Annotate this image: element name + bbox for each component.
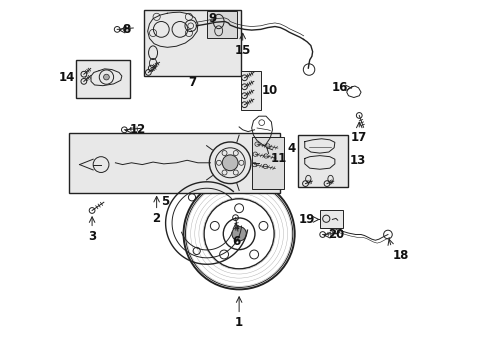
Text: 11: 11 bbox=[270, 152, 286, 165]
Text: 6: 6 bbox=[231, 234, 240, 248]
Text: 7: 7 bbox=[188, 76, 196, 89]
Circle shape bbox=[103, 74, 109, 80]
Text: 20: 20 bbox=[328, 228, 344, 241]
FancyBboxPatch shape bbox=[206, 12, 237, 39]
Circle shape bbox=[231, 226, 246, 241]
FancyBboxPatch shape bbox=[241, 71, 260, 110]
Text: 15: 15 bbox=[234, 44, 250, 58]
Text: 3: 3 bbox=[88, 230, 96, 243]
Text: 17: 17 bbox=[350, 131, 366, 144]
FancyBboxPatch shape bbox=[76, 60, 129, 98]
Text: 14: 14 bbox=[59, 71, 75, 84]
Text: 1: 1 bbox=[235, 316, 243, 329]
Text: 13: 13 bbox=[349, 154, 365, 167]
Text: 10: 10 bbox=[261, 84, 277, 97]
Text: 5: 5 bbox=[161, 195, 169, 208]
Text: 19: 19 bbox=[299, 213, 315, 226]
Text: 18: 18 bbox=[391, 249, 408, 262]
FancyBboxPatch shape bbox=[251, 137, 284, 189]
Text: 16: 16 bbox=[331, 81, 347, 94]
Text: 4: 4 bbox=[287, 142, 295, 156]
Text: 12: 12 bbox=[130, 123, 146, 136]
FancyBboxPatch shape bbox=[298, 135, 348, 187]
FancyBboxPatch shape bbox=[144, 10, 241, 76]
Text: 2: 2 bbox=[152, 212, 161, 225]
Circle shape bbox=[222, 155, 238, 171]
Text: 9: 9 bbox=[208, 12, 217, 25]
Text: 8: 8 bbox=[122, 23, 130, 36]
FancyBboxPatch shape bbox=[319, 211, 343, 228]
FancyBboxPatch shape bbox=[69, 134, 280, 193]
